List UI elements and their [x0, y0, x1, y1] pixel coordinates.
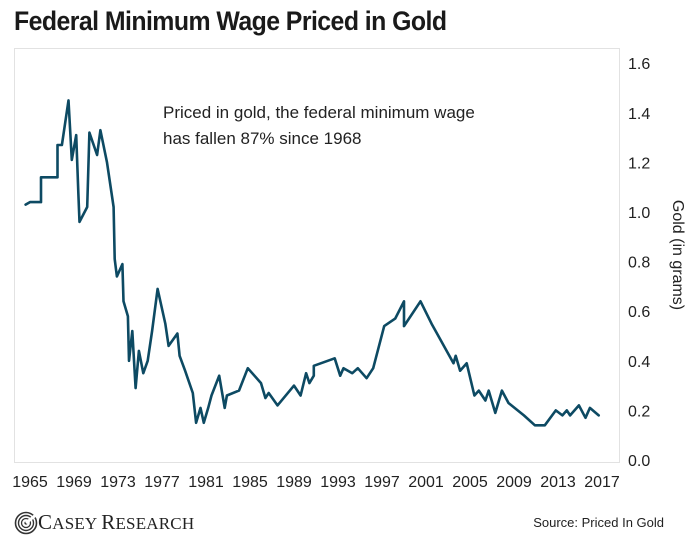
- x-tick-label: 2009: [496, 474, 532, 491]
- x-tick-label: 2017: [584, 474, 620, 491]
- source-note: Source: Priced In Gold: [533, 515, 664, 530]
- annotation-line-2: has fallen 87% since 1968: [163, 129, 361, 148]
- annotation-line-1: Priced in gold, the federal minimum wage: [163, 103, 475, 122]
- logo-icon: [14, 511, 38, 534]
- y-tick-label: 0.6: [628, 304, 650, 321]
- x-axis: 1965 1969 1973 1977 1981 1985 1989 1993 1997 2001…: [12, 474, 620, 491]
- x-tick-label: 2005: [452, 474, 488, 491]
- x-tick-label: 1993: [320, 474, 356, 491]
- x-tick-label: 1985: [232, 474, 268, 491]
- x-tick-label: 1973: [100, 474, 136, 491]
- x-tick-label: 1965: [12, 474, 48, 491]
- y-tick-label: 1.0: [628, 205, 650, 222]
- plot-area-border: [14, 48, 620, 463]
- y-tick-label: 1.6: [628, 56, 650, 73]
- x-tick-label: 1989: [276, 474, 312, 491]
- y-tick-label: 0.2: [628, 403, 650, 420]
- chart-title: Federal Minimum Wage Priced in Gold: [14, 6, 447, 36]
- y-tick-label: 0.8: [628, 255, 650, 272]
- y-tick-label: 0.4: [628, 354, 650, 371]
- x-tick-label: 2001: [408, 474, 444, 491]
- x-tick-label: 1969: [56, 474, 92, 491]
- y-tick-label: 0.0: [628, 453, 650, 470]
- casey-research-logo: CASEY RESEARCH: [14, 510, 194, 535]
- x-tick-label: 1997: [364, 474, 400, 491]
- series-line: [24, 99, 601, 427]
- x-tick-label: 1977: [144, 474, 180, 491]
- x-tick-label: 2013: [540, 474, 576, 491]
- x-tick-label: 1981: [188, 474, 224, 491]
- logo-text: CASEY RESEARCH: [38, 510, 195, 534]
- y-tick-label: 1.2: [628, 155, 650, 172]
- y-axis-label: Gold (in grams): [669, 200, 686, 310]
- y-axis: 0.0 0.2 0.4 0.6 0.8 1.0 1.2 1.4 1.6: [628, 56, 650, 470]
- y-tick-label: 1.4: [628, 106, 650, 123]
